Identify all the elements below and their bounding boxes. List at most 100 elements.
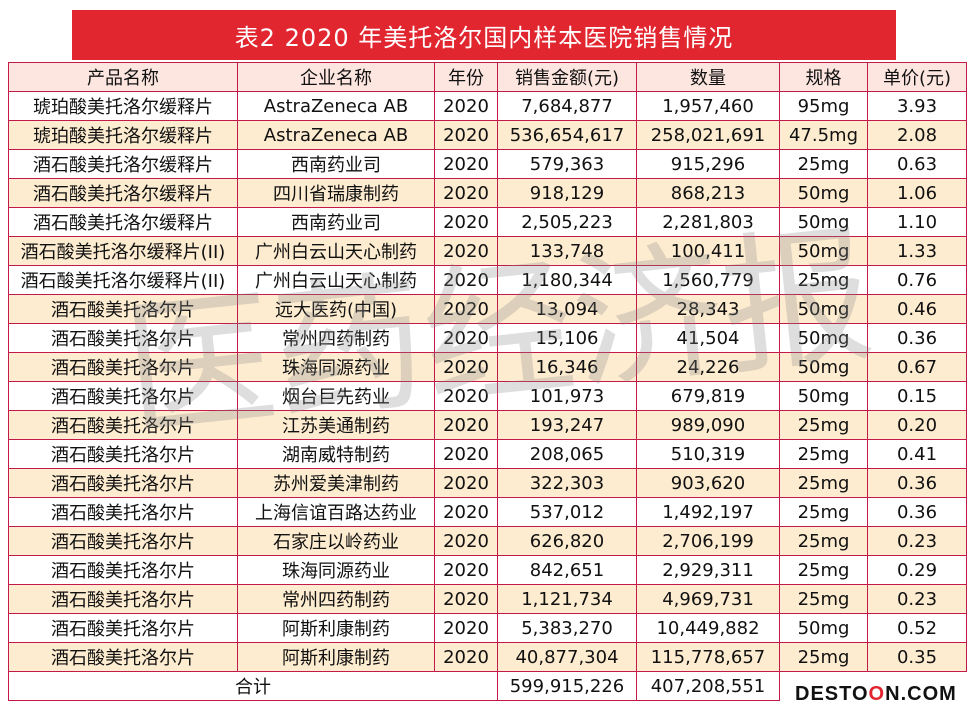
table-cell: 0.36 — [867, 468, 967, 498]
table-cell: 0.52 — [867, 613, 967, 643]
table-row: 酒石酸美托洛尔片 江苏美通制药 2020 193,247 989,090 25mg 0.20 — [8, 410, 967, 440]
logo-part-right: .COM — [900, 683, 957, 705]
table-cell: 1,492,197 — [636, 497, 780, 527]
table-cell: 西南药业司 — [237, 149, 435, 179]
table-cell: AstraZeneca AB — [237, 91, 435, 121]
table-cell: 酒石酸美托洛尔片 — [8, 410, 238, 440]
table-row: 酒石酸美托洛尔缓释片(II) 广州白云山天心制药 2020 1,180,344 1,56… — [8, 265, 967, 295]
table-cell: 679,819 — [636, 381, 780, 411]
table-cell: 酒石酸美托洛尔片 — [8, 555, 238, 585]
table-cell: 2020 — [434, 410, 498, 440]
column-header: 销售金额(元) — [497, 62, 637, 92]
table-cell: 25mg — [779, 526, 868, 556]
table-row: 酒石酸美托洛尔片 常州四药制药 2020 15,106 41,504 50mg 0.36 — [8, 323, 967, 353]
table-cell: 2020 — [434, 352, 498, 382]
table-cell: 酒石酸美托洛尔片 — [8, 294, 238, 324]
table-title: 表2 2020 年美托洛尔国内样本医院销售情况 — [72, 10, 896, 60]
table-row: 酒石酸美托洛尔缓释片 西南药业司 2020 579,363 915,296 25mg 0.6… — [8, 149, 967, 179]
table-cell: 酒石酸美托洛尔缓释片 — [8, 149, 238, 179]
table-row: 酒石酸美托洛尔片 烟台巨先药业 2020 101,973 679,819 50mg 0.15 — [8, 381, 967, 411]
table-cell: 903,620 — [636, 468, 780, 498]
column-header: 年份 — [434, 62, 498, 92]
table-cell: 50mg — [779, 294, 868, 324]
table-row: 酒石酸美托洛尔片 常州四药制药 2020 1,121,734 4,969,731 25mg… — [8, 584, 967, 614]
table-cell: 536,654,617 — [497, 120, 637, 150]
column-header: 单价(元) — [867, 62, 967, 92]
table-cell: 0.36 — [867, 323, 967, 353]
table-cell: 50mg — [779, 381, 868, 411]
table-cell: 湖南威特制药 — [237, 439, 435, 469]
table-cell: 0.36 — [867, 497, 967, 527]
table-cell: 2020 — [434, 439, 498, 469]
table-cell: AstraZeneca AB — [237, 120, 435, 150]
table-cell: 西南药业司 — [237, 207, 435, 237]
table-cell: 2020 — [434, 526, 498, 556]
logo-part-left: DESTO — [795, 683, 869, 705]
table-row: 酒石酸美托洛尔片 上海信谊百路达药业 2020 537,012 1,492,197 25m… — [8, 497, 967, 527]
total-row: 合计 599,915,226 407,208,551 — [8, 671, 967, 701]
table-cell: 915,296 — [636, 149, 780, 179]
table-cell: 2020 — [434, 642, 498, 672]
table-cell: 0.15 — [867, 381, 967, 411]
table-cell: 40,877,304 — [497, 642, 637, 672]
table-cell: 41,504 — [636, 323, 780, 353]
table-cell: 868,213 — [636, 178, 780, 208]
table-cell: 2020 — [434, 613, 498, 643]
total-blank — [779, 671, 967, 701]
total-quantity: 407,208,551 — [636, 671, 780, 701]
table-cell: 2020 — [434, 178, 498, 208]
table-cell: 常州四药制药 — [237, 584, 435, 614]
table-cell: 2020 — [434, 323, 498, 353]
table-cell: 3.93 — [867, 91, 967, 121]
table-cell: 25mg — [779, 584, 868, 614]
total-label: 合计 — [8, 671, 498, 701]
table-cell: 2,281,803 — [636, 207, 780, 237]
table-cell: 珠海同源药业 — [237, 352, 435, 382]
table-cell: 2,929,311 — [636, 555, 780, 585]
table-cell: 酒石酸美托洛尔片 — [8, 584, 238, 614]
table-cell: 626,820 — [497, 526, 637, 556]
table-cell: 0.41 — [867, 439, 967, 469]
table-cell: 琥珀酸美托洛尔缓释片 — [8, 120, 238, 150]
table-cell: 1,957,460 — [636, 91, 780, 121]
table-cell: 石家庄以岭药业 — [237, 526, 435, 556]
table-cell: 远大医药(中国) — [237, 294, 435, 324]
table-cell: 50mg — [779, 323, 868, 353]
table-cell: 江苏美通制药 — [237, 410, 435, 440]
table-cell: 537,012 — [497, 497, 637, 527]
table-cell: 2020 — [434, 236, 498, 266]
table-row: 琥珀酸美托洛尔缓释片 AstraZeneca AB 2020 536,654,617 2… — [8, 120, 967, 150]
table-cell: 208,065 — [497, 439, 637, 469]
table-cell: 15,106 — [497, 323, 637, 353]
table-cell: 2020 — [434, 497, 498, 527]
table-cell: 2020 — [434, 555, 498, 585]
column-header: 企业名称 — [237, 62, 435, 92]
table-cell: 25mg — [779, 265, 868, 295]
table-cell: 酒石酸美托洛尔片 — [8, 526, 238, 556]
table-cell: 酒石酸美托洛尔片 — [8, 497, 238, 527]
table-cell: 510,319 — [636, 439, 780, 469]
table-cell: 1.10 — [867, 207, 967, 237]
table-cell: 2020 — [434, 294, 498, 324]
table-cell: 1.33 — [867, 236, 967, 266]
table-cell: 101,973 — [497, 381, 637, 411]
table-row: 酒石酸美托洛尔缓释片(II) 广州白云山天心制药 2020 133,748 100,41… — [8, 236, 967, 266]
table-cell: 989,090 — [636, 410, 780, 440]
total-amount: 599,915,226 — [497, 671, 637, 701]
table-row: 酒石酸美托洛尔片 湖南威特制药 2020 208,065 510,319 25mg 0.41 — [8, 439, 967, 469]
table-cell: 酒石酸美托洛尔片 — [8, 613, 238, 643]
table-cell: 珠海同源药业 — [237, 555, 435, 585]
column-header: 规格 — [779, 62, 868, 92]
table-cell: 2.08 — [867, 120, 967, 150]
table-cell: 广州白云山天心制药 — [237, 236, 435, 266]
table-cell: 1.06 — [867, 178, 967, 208]
table-cell: 25mg — [779, 497, 868, 527]
table-cell: 2020 — [434, 265, 498, 295]
table-cell: 25mg — [779, 468, 868, 498]
destoon-logo: DESTOON.COM — [795, 683, 957, 706]
table-cell: 25mg — [779, 642, 868, 672]
table-cell: 4,969,731 — [636, 584, 780, 614]
table-cell: 0.23 — [867, 526, 967, 556]
table-cell: 四川省瑞康制药 — [237, 178, 435, 208]
table-row: 琥珀酸美托洛尔缓释片 AstraZeneca AB 2020 7,684,877 1,9… — [8, 91, 967, 121]
